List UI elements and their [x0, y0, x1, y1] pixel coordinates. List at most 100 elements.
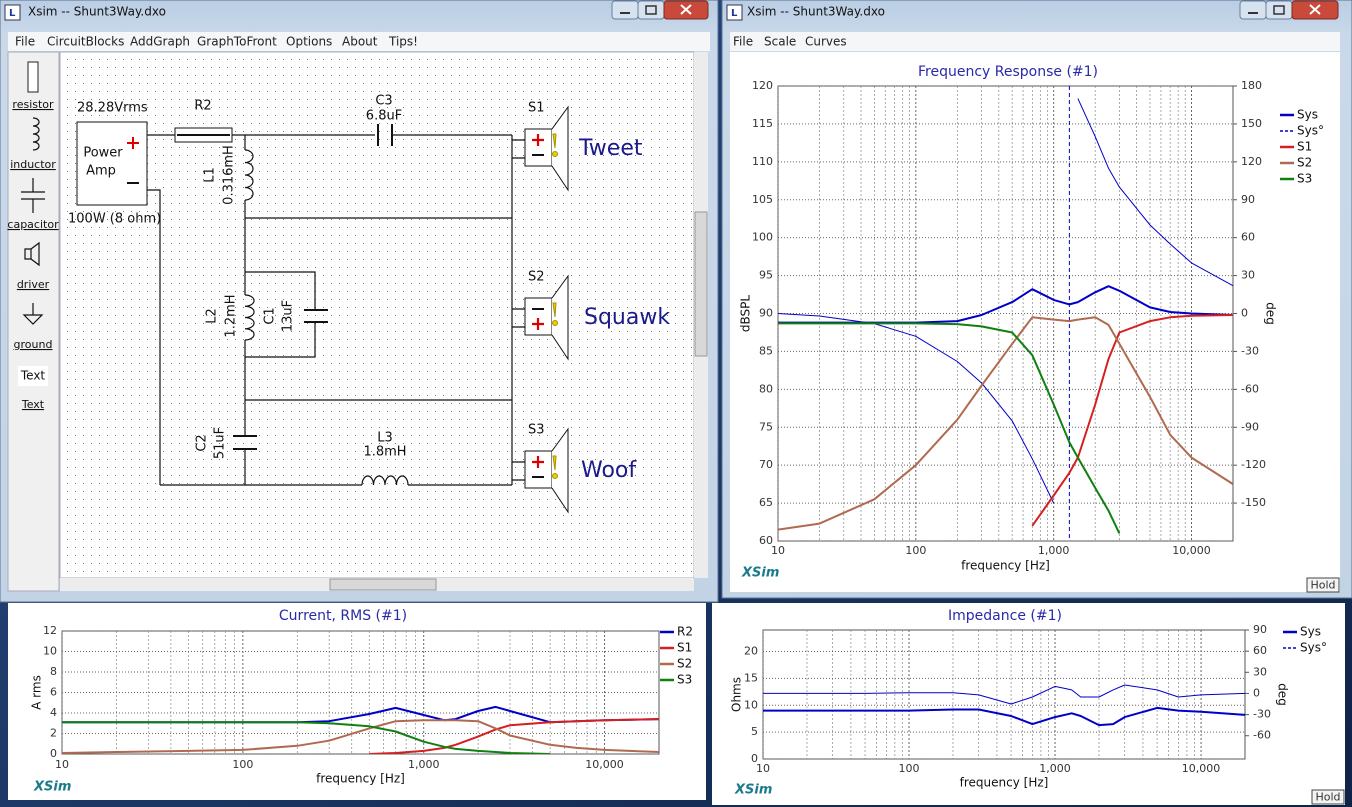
hold-label[interactable]: Hold	[1315, 791, 1340, 804]
menu-item[interactable]: Options	[286, 35, 332, 49]
driver-label: Squawk	[584, 305, 670, 330]
driver-label: Woof	[581, 458, 637, 483]
driver-name: S1	[528, 101, 545, 116]
menu-item[interactable]: File	[15, 35, 35, 49]
h-scroll-thumb[interactable]	[329, 578, 437, 591]
y-tick-label: 80	[759, 382, 773, 395]
x-tick-label: 1,000	[1038, 544, 1070, 557]
source-rating: 100W (8 ohm)	[68, 212, 161, 227]
ground-icon[interactable]	[22, 303, 44, 325]
part-name: L1	[203, 167, 218, 183]
legend-label: S2	[677, 657, 692, 671]
menu-item[interactable]: CircuitBlocks	[47, 35, 124, 49]
series-line	[1031, 314, 1233, 527]
warning-mark	[552, 133, 557, 149]
inductor-icon[interactable]	[32, 117, 40, 151]
part-name: R2	[194, 99, 211, 114]
hold-label[interactable]: Hold	[1310, 579, 1335, 592]
y-tick-label: 4	[50, 706, 57, 719]
legend-label: S2	[1297, 156, 1312, 170]
tool-label[interactable]: Text	[21, 398, 45, 411]
app-icon	[4, 4, 21, 21]
y2-tick-label: -60	[1241, 382, 1259, 395]
tool-label[interactable]: driver	[17, 278, 50, 291]
y-axis-label: dBSPL	[739, 295, 753, 332]
x-tick-label: 1,000	[1039, 762, 1071, 775]
hold-button[interactable]	[1306, 577, 1340, 593]
y2-tick-label: 150	[1241, 117, 1262, 130]
y-tick-label: 70	[759, 458, 773, 471]
menu-item[interactable]: Scale	[764, 35, 796, 49]
y2-tick-label: -30	[1241, 344, 1259, 357]
schematic-window: L Xsim -- Shunt3Way.dxo	[0, 0, 719, 603]
plus-sign	[532, 318, 544, 330]
minimize-button[interactable]	[1239, 0, 1267, 20]
maximize-button[interactable]	[1265, 0, 1293, 20]
driver-icon[interactable]	[24, 241, 40, 267]
warning-mark	[552, 302, 557, 318]
minimize-button[interactable]	[611, 0, 639, 20]
v-scroll-thumb[interactable]	[694, 211, 708, 357]
y-tick-label: 100	[752, 231, 773, 244]
y-tick-label: 120	[752, 79, 773, 92]
plot-area	[762, 629, 1246, 760]
x-tick-label: 10,000	[585, 758, 624, 771]
tool-label[interactable]: ground	[14, 338, 53, 351]
menu-item[interactable]: Tips!	[388, 35, 418, 49]
y2-tick-label: -90	[1241, 420, 1259, 433]
warning-dot	[552, 320, 558, 326]
menu-item[interactable]: File	[733, 35, 753, 49]
legend-label: S1	[677, 641, 692, 655]
menu-item[interactable]: About	[342, 35, 378, 49]
x-tick-label: 10	[55, 758, 69, 771]
capacitor-icon[interactable]	[21, 178, 45, 213]
close-icon	[680, 4, 692, 15]
y-tick-label: 0	[751, 752, 758, 765]
x-tick-label: 100	[899, 762, 920, 775]
watermark: XSim	[33, 780, 71, 795]
y-tick-label: 2	[50, 727, 57, 740]
y-tick-label: 75	[759, 420, 773, 433]
driver-cone	[551, 274, 569, 361]
menu-item[interactable]: GraphToFront	[197, 35, 277, 49]
plus-terminal	[127, 137, 139, 149]
source-label: Amp	[86, 164, 116, 179]
tool-label[interactable]: inductor	[10, 158, 56, 171]
watermark: XSim	[741, 566, 779, 581]
window-title: Xsim -- Shunt3Way.dxo	[28, 5, 166, 19]
y2-tick-label: 0	[1253, 686, 1260, 699]
x-tick-label: 1,000	[408, 758, 440, 771]
hold-button[interactable]	[1311, 789, 1345, 805]
maximize-button[interactable]	[637, 0, 665, 20]
part-value: 1.8mH	[363, 445, 406, 460]
x-tick-label: 100	[905, 544, 926, 557]
menu-item[interactable]: AddGraph	[130, 35, 190, 49]
resistor-icon[interactable]	[27, 61, 39, 93]
tool-label[interactable]: resistor	[12, 98, 54, 111]
driver-wire	[512, 308, 525, 328]
y2-tick-label: -150	[1241, 496, 1266, 509]
part-name: C3	[375, 94, 392, 109]
series-line	[778, 316, 1233, 531]
tool-label[interactable]: Text	[20, 369, 46, 383]
legend-label: Sys°	[1297, 124, 1324, 138]
y2-tick-label: -30	[1253, 708, 1271, 721]
driver-cone	[551, 427, 569, 514]
y-tick-label: 90	[759, 307, 773, 320]
chart-title: Current, RMS (#1)	[279, 608, 407, 624]
part-name: L2	[205, 308, 220, 324]
x-tick-label: 10	[756, 762, 770, 775]
y-axis-label: A rms	[30, 675, 44, 710]
part-value: 6.8uF	[366, 109, 402, 124]
y-tick-label: 5	[751, 725, 758, 738]
driver-name: S2	[528, 270, 545, 285]
app-icon	[726, 4, 743, 21]
plus-sign	[532, 456, 544, 468]
tool-label[interactable]: capacitor	[7, 218, 59, 231]
driver-wire	[512, 139, 525, 159]
menu-item[interactable]: Curves	[805, 35, 847, 49]
part-value: 13uF	[281, 300, 296, 332]
part-name: C1	[263, 307, 278, 324]
y2-tick-label: 180	[1241, 79, 1262, 92]
